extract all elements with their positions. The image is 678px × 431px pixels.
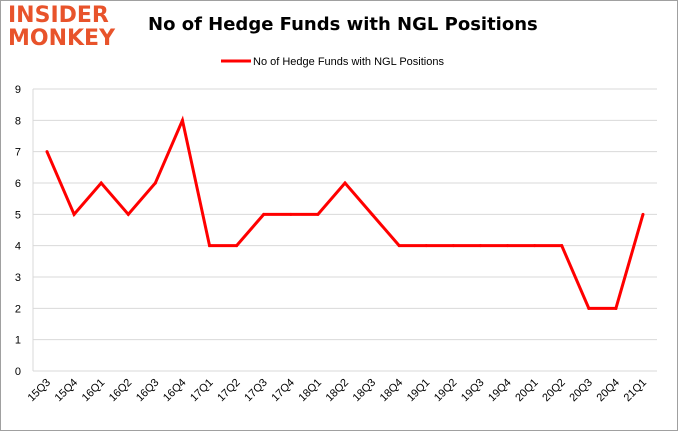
y-tick-label: 1 xyxy=(15,335,21,347)
data-point xyxy=(343,181,347,185)
y-tick-label: 6 xyxy=(15,178,21,190)
x-tick-label: 18Q2 xyxy=(324,377,352,405)
chart-title: No of Hedge Funds with NGL Positions xyxy=(148,14,538,35)
data-point xyxy=(478,244,482,248)
x-tick-label: 16Q2 xyxy=(107,377,135,405)
x-tick-label: 16Q4 xyxy=(161,377,189,405)
data-point xyxy=(45,150,49,154)
legend-label: No of Hedge Funds with NGL Positions xyxy=(253,56,444,68)
x-tick-label: 20Q1 xyxy=(513,377,541,405)
x-tick-label: 20Q3 xyxy=(567,377,595,405)
data-point xyxy=(560,244,564,248)
data-point xyxy=(533,244,537,248)
y-tick-label: 8 xyxy=(15,115,21,127)
y-tick-label: 2 xyxy=(15,303,21,315)
y-tick-label: 7 xyxy=(15,147,21,159)
logo-line-2: MONKEY xyxy=(8,26,116,51)
data-point xyxy=(587,306,591,310)
data-point xyxy=(153,181,157,185)
x-tick-label: 19Q1 xyxy=(405,377,433,405)
y-tick-label: 9 xyxy=(15,84,21,96)
data-point xyxy=(126,212,130,216)
y-tick-label: 5 xyxy=(15,209,21,221)
y-tick-label: 3 xyxy=(15,272,21,284)
x-tick-label: 21Q1 xyxy=(622,377,650,405)
data-point xyxy=(424,244,428,248)
logo-line-1: INSIDER xyxy=(8,3,109,28)
x-tick-label: 20Q2 xyxy=(540,377,568,405)
data-point xyxy=(208,244,212,248)
x-tick-label: 15Q4 xyxy=(53,377,81,405)
x-tick-label: 17Q3 xyxy=(242,377,270,405)
x-tick-label: 19Q4 xyxy=(486,377,514,405)
data-point xyxy=(289,212,293,216)
data-point xyxy=(370,212,374,216)
data-point xyxy=(235,244,239,248)
x-tick-label: 18Q3 xyxy=(351,377,379,405)
x-tick-label: 18Q1 xyxy=(297,377,325,405)
x-tick-label: 17Q4 xyxy=(269,377,297,405)
x-tick-label: 19Q3 xyxy=(459,377,487,405)
data-point xyxy=(72,212,76,216)
data-point xyxy=(614,306,618,310)
data-point xyxy=(99,181,103,185)
x-tick-label: 18Q4 xyxy=(378,377,406,405)
insider-monkey-logo: INSIDER MONKEY xyxy=(8,3,126,51)
data-point xyxy=(397,244,401,248)
x-tick-label: 20Q4 xyxy=(595,377,623,405)
x-tick-label: 19Q2 xyxy=(432,377,460,405)
data-point xyxy=(180,118,184,122)
data-point xyxy=(316,212,320,216)
y-tick-label: 4 xyxy=(15,241,21,253)
x-tick-label: 17Q1 xyxy=(188,377,216,405)
data-point xyxy=(641,212,645,216)
data-point xyxy=(451,244,455,248)
data-point xyxy=(506,244,510,248)
data-point xyxy=(262,212,266,216)
y-tick-label: 0 xyxy=(15,366,21,378)
x-tick-label: 16Q1 xyxy=(80,377,108,405)
x-tick-label: 16Q3 xyxy=(134,377,162,405)
x-tick-label: 17Q2 xyxy=(215,377,243,405)
x-tick-label: 15Q3 xyxy=(26,377,54,405)
